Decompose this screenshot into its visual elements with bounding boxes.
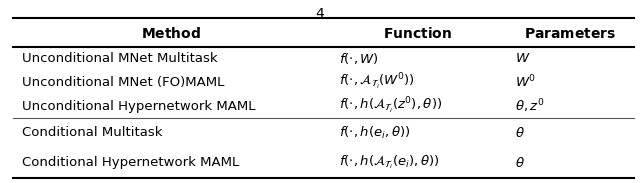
Text: $f(\cdot, W)$: $f(\cdot, W)$ [339, 51, 379, 66]
Text: $f(\cdot, h(e_i, \theta))$: $f(\cdot, h(e_i, \theta))$ [339, 125, 411, 141]
Text: 4: 4 [316, 7, 324, 21]
Text: $W$: $W$ [515, 52, 531, 65]
Text: Conditional Multitask: Conditional Multitask [22, 126, 163, 139]
Text: Unconditional Hypernetwork MAML: Unconditional Hypernetwork MAML [22, 100, 256, 113]
Text: $\mathbf{Function}$: $\mathbf{Function}$ [383, 26, 452, 41]
Text: $W^0$: $W^0$ [515, 74, 536, 91]
Text: Conditional Hypernetwork MAML: Conditional Hypernetwork MAML [22, 156, 239, 169]
Text: $\mathbf{Method}$: $\mathbf{Method}$ [141, 26, 201, 41]
Text: $\mathbf{Parameters}$: $\mathbf{Parameters}$ [524, 27, 616, 41]
Text: $\theta, z^0$: $\theta, z^0$ [515, 97, 545, 115]
Text: $f(\cdot, h(\mathcal{A}_{\mathcal{T}_i}(z^0), \theta))$: $f(\cdot, h(\mathcal{A}_{\mathcal{T}_i}(… [339, 96, 442, 116]
Text: Unconditional MNet (FO)MAML: Unconditional MNet (FO)MAML [22, 76, 225, 89]
Text: $\theta$: $\theta$ [515, 126, 525, 140]
Text: $f(\cdot, \mathcal{A}_{\mathcal{T}_i}(W^0))$: $f(\cdot, \mathcal{A}_{\mathcal{T}_i}(W^… [339, 72, 415, 92]
Text: $\theta$: $\theta$ [515, 156, 525, 170]
Text: $f(\cdot, h(\mathcal{A}_{\mathcal{T}_i}(e_i), \theta))$: $f(\cdot, h(\mathcal{A}_{\mathcal{T}_i}(… [339, 154, 440, 171]
Text: Unconditional MNet Multitask: Unconditional MNet Multitask [22, 52, 218, 65]
